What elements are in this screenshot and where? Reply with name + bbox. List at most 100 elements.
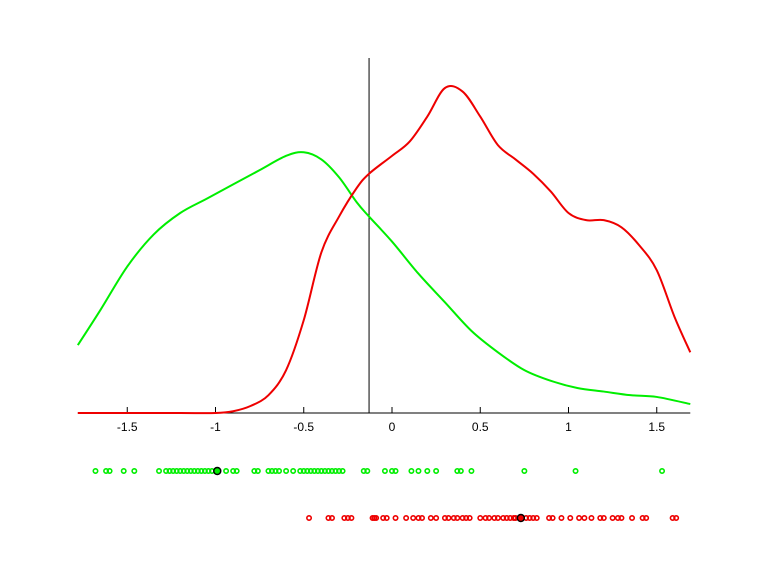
sample-point [106,467,113,474]
sample-point [92,467,99,474]
sample-point [336,467,343,474]
sample-point [321,467,328,474]
sample-point [307,467,314,474]
sample-point [163,467,170,474]
sample-point [572,467,579,474]
sample-point [304,467,311,474]
sample-point [177,467,184,474]
x-tick-label: -1.5 [117,420,138,434]
highlighted-sample [213,466,222,476]
sample-point [170,467,177,474]
sample-point [454,467,461,474]
sample-point [450,514,457,521]
sample-point [380,514,387,521]
sample-point [673,514,680,521]
sample-point [233,467,240,474]
density-curves [76,85,692,415]
sample-point [477,514,484,521]
sample-point [381,467,388,474]
sample-point [328,514,335,521]
sample-point [254,467,261,474]
sample-point [180,467,187,474]
sample-point [265,467,272,474]
sample-point [643,514,650,521]
sample-point [120,467,127,474]
sample-point [500,514,507,521]
sample-point [131,467,138,474]
sample-point [348,514,355,521]
green-samples [92,466,666,476]
sample-point [468,467,475,474]
red-density-curve [77,85,692,415]
sample-point [486,514,493,521]
sample-point [276,467,283,474]
x-tick-label: 1.5 [648,420,665,434]
sample-point [392,467,399,474]
sample-point [268,467,275,474]
sample-point [383,514,390,521]
sample-point [558,514,565,521]
sample-point [403,514,410,521]
sample-point [629,514,636,521]
sample-point [669,514,676,521]
sample-point [659,467,666,474]
sample-point [392,514,399,521]
sample-point [549,514,556,521]
sample-point [205,467,212,474]
sample-point [567,514,574,521]
sample-point [388,467,395,474]
x-tick-label: 0 [389,420,396,434]
sample-point [597,514,604,521]
x-axis-ticks: -1.5 -1 -0.5 0 0.5 1 1.5 [117,407,665,434]
sample-point [194,467,201,474]
sample-point [503,514,510,521]
sample-point [419,514,426,521]
sample-point [415,467,422,474]
sample-point [184,467,191,474]
sample-point [581,514,588,521]
sample-point [156,467,163,474]
x-tick-label: -0.5 [293,420,314,434]
x-tick-label: 1 [565,420,572,434]
sample-point [639,514,646,521]
sample-point [494,514,501,521]
sample-point [187,467,194,474]
sample-point [424,467,431,474]
sample-point [325,514,332,521]
highlighted-sample [516,513,526,523]
green-density-curve [76,151,691,406]
sample-point [251,467,258,474]
sample-point [482,514,489,521]
sample-point [521,467,528,474]
sample-point [198,467,205,474]
red-samples [306,513,680,523]
sample-point [341,514,348,521]
sample-point [300,467,307,474]
sample-point [364,467,371,474]
sample-point [526,514,533,521]
x-tick-label: -1 [210,420,221,434]
sample-point [457,467,464,474]
x-tick-label: 0.5 [472,420,489,434]
sample-point [410,514,417,521]
sample-point [441,514,448,521]
sample-point [328,467,335,474]
sample-point [344,514,351,521]
sample-point [173,467,180,474]
sample-point [201,467,208,474]
sample-point [600,514,607,521]
sample-point [272,467,279,474]
sample-point [318,467,325,474]
sample-point [191,467,198,474]
sample-point [223,467,230,474]
sample-point [576,514,583,521]
sample-point [433,514,440,521]
sample-point [533,514,540,521]
sample-point [454,514,461,521]
sample-point [609,514,616,521]
sample-point [445,514,452,521]
sample-point [507,514,514,521]
sample-point [230,467,237,474]
sample-point [546,514,553,521]
